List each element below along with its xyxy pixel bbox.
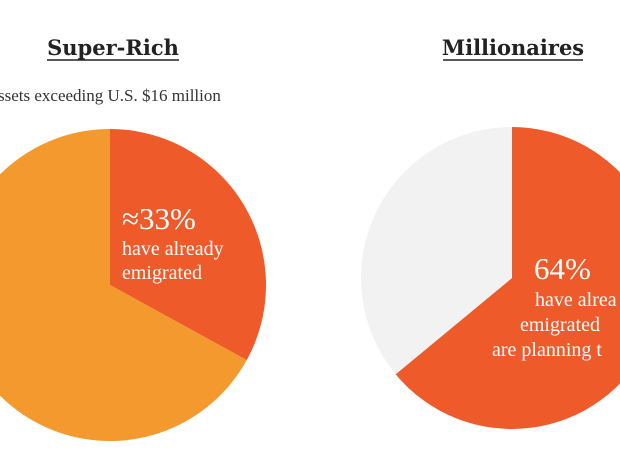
super-rich-annotation-line-1: have already — [122, 238, 224, 260]
millionaires-percent-label: 64% — [534, 251, 591, 286]
pie-slice-0-1 — [0, 129, 247, 441]
pie-slice-0-0 — [110, 129, 266, 361]
super-rich-title: Super-Rich — [47, 35, 179, 60]
super-rich-annotation-line-2: emigrated — [122, 262, 202, 284]
pie-chart-super-rich — [0, 129, 266, 441]
super-rich-percent-label: ≈33% — [122, 201, 196, 236]
super-rich-subtitle: ssets exceeding U.S. $16 million — [0, 86, 221, 105]
pie-chart-millionaires — [360, 127, 620, 429]
millionaires-annotation-line-1: have alrea — [535, 289, 617, 311]
pie-slice-1-1 — [360, 127, 512, 375]
millionaires-annotation-line-3: are planning t — [492, 339, 602, 361]
millionaires-title: Millionaires — [442, 35, 584, 60]
pie-slice-1-0 — [395, 127, 620, 429]
millionaires-annotation-line-2: emigrated — [520, 314, 600, 336]
